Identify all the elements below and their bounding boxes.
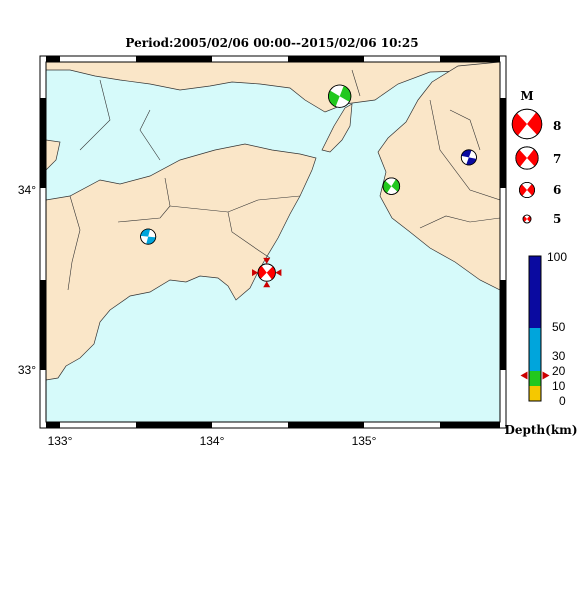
legend-ball-m7	[515, 146, 539, 170]
land-areas	[46, 62, 500, 381]
magnitude-legend-title: M	[520, 89, 533, 103]
legend-ball-m6	[519, 181, 536, 198]
colorbar-tick-10: 10	[552, 379, 566, 393]
legend-mag-5: 5	[553, 212, 561, 226]
colorbar-segment-0-10	[529, 386, 541, 401]
event-tokushima-latest	[257, 263, 276, 282]
magnitude-legend: M 8 7 6 5	[511, 89, 561, 226]
depth-colorbar: 100 50 30 20 10 0 Depth(km)	[504, 250, 577, 437]
lon-label-134: 134°	[200, 434, 225, 448]
focal-mechanisms	[140, 84, 477, 288]
event-wakayama	[382, 177, 401, 195]
colorbar-marker-arrow	[542, 371, 550, 380]
event-kochi	[140, 228, 157, 245]
colorbar-tick-30: 30	[552, 349, 566, 363]
lon-label-135: 135°	[352, 434, 377, 448]
colorbar-border	[528, 255, 542, 402]
colorbar-tick-0: 0	[559, 394, 566, 408]
colorbar-tick-50: 50	[552, 320, 566, 334]
event-tokushima-latest-marker	[252, 257, 282, 288]
legend-mag-6: 6	[553, 183, 561, 197]
colorbar-label: Depth(km)	[504, 423, 577, 437]
lat-label-34: 34°	[18, 183, 36, 197]
colorbar-segment-20-50	[529, 328, 541, 371]
lon-label-133: 133°	[48, 434, 73, 448]
legend-ball-m8	[511, 108, 543, 140]
land-kyushu-edge	[46, 139, 61, 171]
period-title: Period:2005/02/06 00:00--2015/02/06 10:2…	[125, 36, 418, 50]
colorbar-segment-50-100	[529, 256, 541, 328]
colorbar-marker-arrow	[520, 371, 528, 380]
land-shikoku	[46, 143, 317, 381]
map-frame	[39, 55, 507, 429]
map-border	[45, 61, 501, 423]
axis-labels: 133° 134° 135° 34° 33°	[18, 183, 377, 448]
land-chugoku	[46, 62, 500, 113]
land-awaji	[321, 103, 353, 153]
frame-ticks	[40, 56, 506, 428]
legend-mag-7: 7	[553, 152, 561, 166]
legend-ball-m5	[522, 214, 532, 224]
prefecture-borders	[67, 69, 500, 291]
event-nara	[460, 149, 477, 166]
colorbar-depth-marker	[520, 371, 550, 380]
colorbar-tick-20: 20	[552, 364, 566, 378]
outer-border	[39, 55, 507, 429]
legend-mag-8: 8	[553, 119, 561, 133]
colorbar-segment-10-20	[529, 371, 541, 386]
event-awaji	[328, 84, 352, 108]
lat-label-33: 33°	[18, 363, 36, 377]
colorbar-tick-100: 100	[547, 250, 567, 264]
